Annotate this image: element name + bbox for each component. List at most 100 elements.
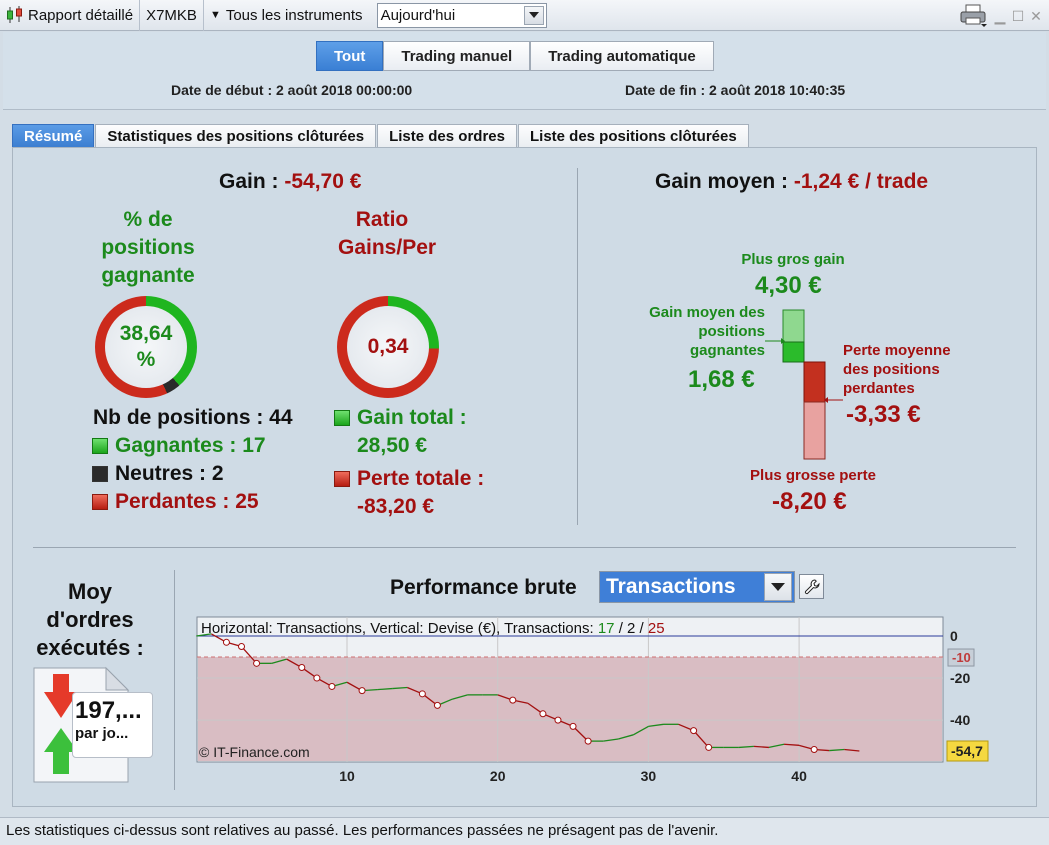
loss-point bbox=[238, 643, 246, 651]
mode-tab-manual[interactable]: Trading manuel bbox=[383, 41, 531, 71]
green-square-icon bbox=[334, 410, 350, 426]
perf-select[interactable]: Transactions bbox=[599, 571, 795, 603]
settings-button[interactable] bbox=[799, 574, 824, 599]
end-date: Date de fin : 2 août 2018 10:40:35 bbox=[625, 82, 846, 98]
last-value-box bbox=[946, 740, 989, 762]
series-segment bbox=[377, 687, 393, 691]
avg-loss-value: -3,33 € bbox=[846, 401, 921, 428]
losers-stat: Perdantes : 25 bbox=[92, 490, 259, 514]
disclaimer-footer: Les statistiques ci-dessus sont relative… bbox=[0, 817, 1049, 845]
loss-total-label: Perte totale : bbox=[357, 467, 485, 490]
loss-total-stat: Perte totale : bbox=[334, 467, 484, 491]
avg-win-value: 1,68 € bbox=[688, 366, 755, 393]
ratio-title-line: Gains/Per bbox=[338, 236, 437, 259]
avg-win-label: Gain moyen des positions gagnantes bbox=[630, 303, 765, 360]
win-pct-number: 38,64 bbox=[119, 322, 173, 345]
avg-loss-label-line: perdantes bbox=[843, 380, 915, 397]
series-segment bbox=[783, 743, 800, 746]
loss-point bbox=[433, 701, 441, 709]
period-select[interactable]: Aujourd'hui bbox=[376, 2, 547, 28]
loss-point bbox=[298, 664, 306, 672]
loss-point bbox=[222, 638, 230, 646]
winners-label: Gagnantes : 17 bbox=[115, 434, 266, 457]
red-square-icon bbox=[92, 494, 108, 510]
printer-icon[interactable] bbox=[959, 4, 989, 28]
green-square-icon bbox=[92, 438, 108, 454]
tab-closed-positions[interactable]: Liste des positions clôturées bbox=[517, 124, 749, 148]
instrument-name[interactable]: X7MKB bbox=[140, 0, 204, 31]
biggest-loss-value: -8,20 € bbox=[772, 488, 847, 515]
series-segment bbox=[693, 730, 710, 748]
orders-unit: par jo... bbox=[75, 725, 129, 742]
loss-point bbox=[690, 727, 698, 735]
gain-total-stat: Gain total : bbox=[334, 406, 467, 430]
avg-gain-value: -1,24 € / trade bbox=[793, 170, 929, 193]
perf-title: Performance brute bbox=[390, 576, 577, 599]
win-pct-title-line: % de bbox=[123, 208, 173, 231]
mode-tabs: Tout Trading manuel Trading automatique bbox=[316, 41, 714, 71]
close-icon[interactable]: ✕ bbox=[1030, 8, 1042, 24]
vertical-divider bbox=[174, 570, 175, 790]
avg-gain-label: Gain moyen : bbox=[655, 170, 789, 193]
series-segment bbox=[603, 738, 619, 742]
tab-closed-stats[interactable]: Statistiques des positions clôturées bbox=[95, 124, 377, 148]
nb-positions: Nb de positions : 44 bbox=[93, 406, 293, 429]
series-segment bbox=[241, 646, 258, 664]
avg-win-pointer-head bbox=[781, 338, 785, 344]
loss-point bbox=[509, 696, 517, 704]
minimize-icon[interactable]: ▁ bbox=[994, 8, 1006, 24]
series-segment bbox=[648, 723, 664, 728]
chart-header: Horizontal: Transactions, Vertical: Devi… bbox=[201, 620, 665, 637]
gain-label: Gain : bbox=[219, 170, 279, 193]
mode-tab-auto[interactable]: Trading automatique bbox=[530, 41, 714, 71]
window-controls: ▁ ☐ ✕ bbox=[959, 4, 1043, 28]
biggest-loss-label: Plus grosse perte bbox=[750, 467, 876, 484]
arrow-down-icon bbox=[44, 674, 78, 718]
y-tick-label: -40 bbox=[950, 712, 970, 728]
report-menu[interactable]: Rapport détaillé bbox=[0, 0, 141, 31]
red-square-icon bbox=[334, 471, 350, 487]
instruments-dropdown[interactable]: ▼ Tous les instruments bbox=[204, 0, 369, 31]
y-tick-label: 0 bbox=[950, 628, 958, 644]
tab-orders[interactable]: Liste des ordres bbox=[377, 124, 517, 148]
chevron-down-icon: ▼ bbox=[209, 9, 221, 21]
instruments-label: Tous les instruments bbox=[225, 6, 363, 24]
series-segment bbox=[844, 748, 860, 752]
chevron-down-icon[interactable] bbox=[764, 573, 792, 601]
loss-point bbox=[253, 659, 261, 667]
maximize-icon[interactable]: ☐ bbox=[1011, 8, 1025, 24]
series-segment bbox=[633, 725, 649, 736]
losers-label: Perdantes : 25 bbox=[115, 490, 259, 513]
winners-stat: Gagnantes : 17 bbox=[92, 434, 266, 458]
report-tabs: Résumé Statistiques des positions clôtur… bbox=[12, 124, 750, 148]
mode-tab-all[interactable]: Tout bbox=[316, 41, 384, 71]
series-segment bbox=[753, 745, 770, 749]
wrench-icon bbox=[804, 578, 820, 594]
chart-header-neutral: 2 bbox=[627, 620, 636, 637]
horizontal-divider bbox=[33, 547, 1016, 548]
loss-point bbox=[358, 687, 366, 695]
loss-point bbox=[554, 716, 562, 724]
win-pct-title-line: positions bbox=[101, 236, 195, 259]
report-label: Rapport détaillé bbox=[28, 6, 134, 24]
tab-summary[interactable]: Résumé bbox=[12, 124, 95, 148]
start-date: Date de début : 2 août 2018 00:00:00 bbox=[171, 82, 413, 98]
win-pct-title: % de positions gagnante bbox=[72, 206, 224, 290]
chart-header-win: 17 bbox=[597, 620, 615, 637]
neutral-stat: Neutres : 2 bbox=[92, 462, 224, 486]
win-pct-title-line: gagnante bbox=[101, 264, 195, 287]
filter-area: Tout Trading manuel Trading automatique … bbox=[3, 32, 1046, 110]
orders-title: Moy d'ordres exécutés : bbox=[20, 578, 160, 662]
series-segment bbox=[271, 658, 287, 664]
chevron-down-icon[interactable] bbox=[523, 5, 544, 25]
gain-title: Gain : -54,70 € bbox=[219, 170, 361, 194]
loss-point bbox=[328, 682, 336, 690]
avg-win-label-line: Gain moyen des bbox=[649, 304, 765, 321]
threshold-label-box bbox=[947, 648, 975, 667]
threshold-label: -10 bbox=[952, 650, 971, 665]
loss-point bbox=[810, 746, 818, 754]
loss-point bbox=[569, 722, 577, 730]
disclaimer-text: Les statistiques ci-dessus sont relative… bbox=[6, 822, 719, 839]
x-tick-label: 10 bbox=[339, 768, 355, 784]
